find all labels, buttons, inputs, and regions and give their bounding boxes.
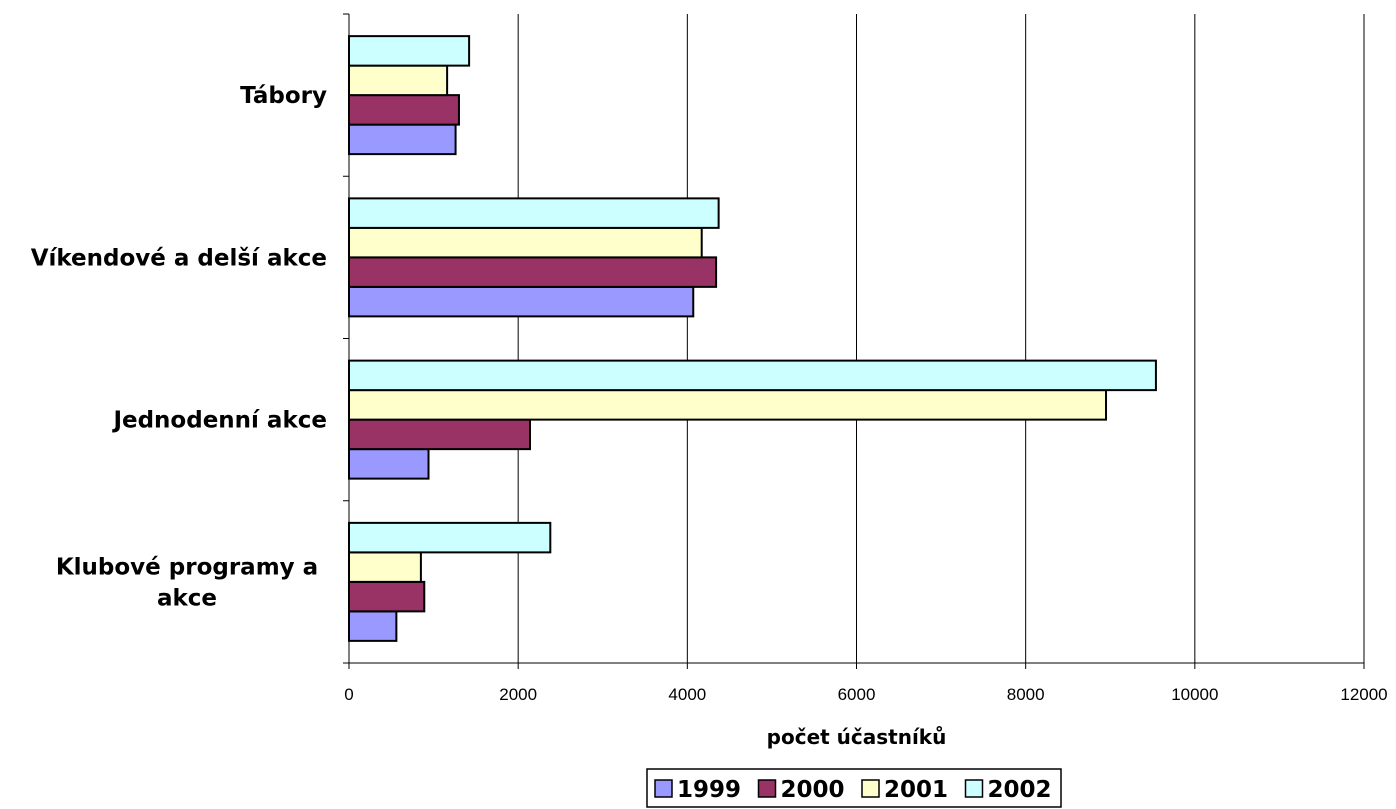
bar-2001	[348, 226, 703, 259]
legend-swatch-1999	[654, 779, 673, 798]
bar-2000	[348, 94, 460, 126]
bar-2002	[348, 35, 471, 67]
bar-2001	[348, 551, 422, 583]
gridlines	[517, 14, 1365, 663]
legend-label: 2002	[988, 777, 1052, 803]
bar-2002	[348, 197, 720, 229]
legend-swatch-2001	[861, 779, 880, 798]
x-tick-label: 12000	[1340, 685, 1387, 704]
x-tick-label: 0	[344, 685, 353, 704]
bar-2002	[348, 359, 1157, 392]
x-tick-label: 6000	[838, 685, 876, 704]
bar-2000	[348, 256, 718, 288]
x-tick-label: 8000	[1007, 685, 1045, 704]
legend-swatch-2000	[757, 779, 777, 798]
bar-2001	[348, 389, 1108, 421]
bars	[348, 35, 1157, 642]
bar-1999	[348, 610, 398, 642]
category-label: Jednodenní akce	[111, 408, 327, 434]
bar-1999	[348, 448, 430, 480]
bar-1999	[348, 123, 457, 156]
x-tick-labels: 0 2000 4000 6000 8000 10000 12000	[344, 685, 1387, 704]
legend-box	[646, 768, 1062, 808]
axes	[343, 13, 1365, 669]
category-label: Tábory	[240, 83, 327, 109]
bar-2000	[348, 580, 426, 613]
bar-2000	[348, 418, 532, 451]
category-label: Klubové programy a akce	[56, 554, 318, 611]
category-label: Víkendové a delší akce	[31, 245, 327, 271]
legend-swatch-2002	[964, 779, 984, 798]
legend-label: 2001	[884, 777, 948, 803]
legend-label: 2000	[781, 777, 845, 803]
x-tick-label: 2000	[499, 685, 537, 704]
bar-2002	[348, 521, 552, 554]
x-tick-label: 10000	[1171, 685, 1218, 704]
category-labels: Klubové programy a akce Jednodenní akce Vík…	[31, 83, 327, 611]
bar-2001	[348, 64, 449, 97]
x-axis-title: počet účastníků	[767, 725, 947, 749]
legend-label: 1999	[677, 777, 741, 803]
bar-1999	[348, 285, 695, 318]
legend: 1999 2000 2001 2002	[646, 768, 1062, 808]
x-tick-label: 4000	[668, 685, 706, 704]
